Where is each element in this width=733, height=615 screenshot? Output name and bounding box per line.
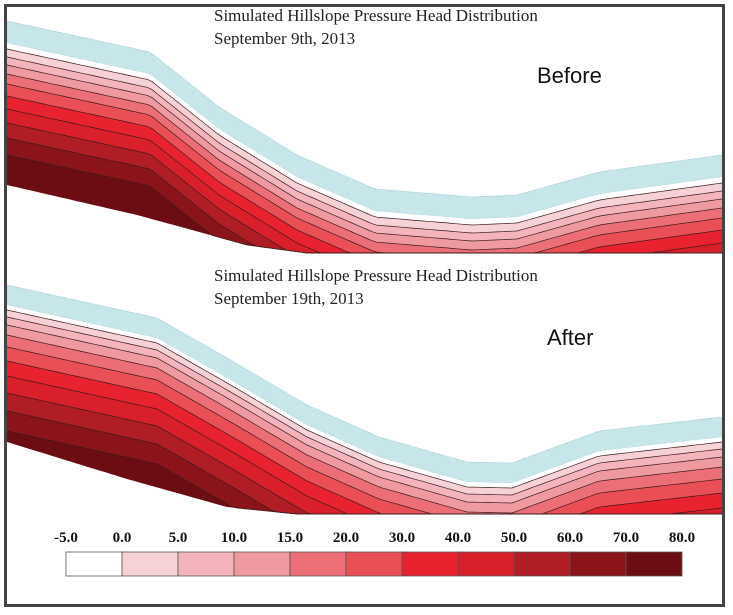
legend-swatch [177,551,235,577]
legend-swatch [513,551,571,577]
legend-tick-label: 5.0 [169,530,188,546]
contour-line [7,360,722,515]
legend-swatch [345,551,403,577]
panel-title-line2: September 19th, 2013 [214,289,364,308]
pressure-band [7,43,722,225]
pressure-band [7,310,722,495]
contour-line [7,309,722,489]
legend-tick-label: -5.0 [54,530,78,546]
legend-tick-label: 15.0 [277,530,303,546]
panel-title-line2: September 9th, 2013 [214,29,355,48]
legend-tick-label: 80.0 [669,530,695,546]
legend-swatches [65,551,683,577]
contour-line [7,73,722,251]
contour-line [7,334,722,514]
legend-swatch [233,551,291,577]
contour-line [7,324,722,504]
panel-after: Simulated Hillslope Pressure Head Distri… [7,266,722,515]
legend-tick-label: 20.0 [333,530,359,546]
contour-line [7,64,722,242]
legend-swatch [625,551,683,577]
legend-tick-label: 30.0 [389,530,415,546]
panel-before: Simulated Hillslope Pressure Head Distri… [7,7,722,254]
figure-frame: Simulated Hillslope Pressure Head Distri… [4,4,725,607]
pressure-band [7,317,722,503]
pressure-band [7,49,722,233]
contour-line [7,316,722,496]
pressure-band [7,65,722,250]
panel-title-line1: Simulated Hillslope Pressure Head Distri… [214,266,538,285]
pressure-band [7,155,722,253]
legend-swatch [457,551,515,577]
legend-swatch [121,551,179,577]
legend-tick-label: 0.0 [113,530,132,546]
contour-line [7,430,722,515]
pressure-band [7,347,722,514]
contour-line [7,56,722,234]
panel-label-after: After [547,325,593,350]
contour-line [7,154,722,254]
hillslope-figure: Simulated Hillslope Pressure Head Distri… [7,7,722,577]
panel-label-before: Before [537,63,602,88]
panel-title-line1: Simulated Hillslope Pressure Head Distri… [214,7,538,25]
pressure-band [7,431,722,514]
contour-line [7,83,722,254]
contour-line [7,346,722,515]
pressure-band [7,84,722,253]
legend-swatch [65,551,123,577]
legend-tick-label: 40.0 [445,530,471,546]
legend-tick-label: 70.0 [613,530,639,546]
legend-tick-label: 10.0 [221,530,247,546]
pressure-band [7,74,722,253]
pressure-bands-before [7,20,722,254]
legend-swatch [289,551,347,577]
legend-tick-label: 60.0 [557,530,583,546]
pressure-band [7,335,722,514]
pressure-bands-after [7,284,722,515]
legend-tick-label: 50.0 [501,530,527,546]
pressure-band [7,305,722,488]
pressure-band [7,57,722,241]
legend-swatch [569,551,627,577]
legend-swatch [401,551,459,577]
contour-line [7,48,722,226]
legend-ticks: -5.0 0.0 5.0 10.0 15.0 20.0 30.0 40.0 50.0 60.0 70… [54,530,695,546]
pressure-band [7,325,722,513]
color-legend: -5.0 0.0 5.0 10.0 15.0 20.0 30.0 40.0 50.0 60.0 70… [54,530,695,577]
